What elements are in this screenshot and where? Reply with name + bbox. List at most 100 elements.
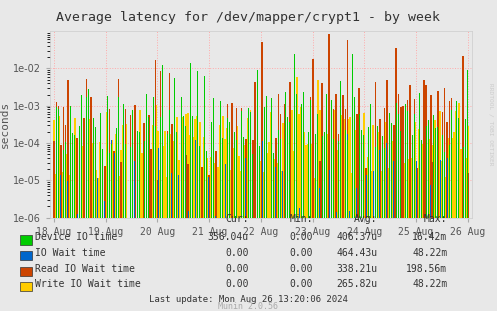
Bar [381,171,383,311]
Bar [210,157,212,311]
Bar [409,218,411,311]
Bar [229,170,231,311]
Bar [77,214,78,311]
Bar [407,153,408,311]
Bar [340,108,341,311]
Bar [164,131,166,311]
Bar [164,218,166,311]
Bar [171,124,172,311]
Bar [407,160,409,311]
Bar [344,119,346,311]
Bar [134,105,136,311]
Bar [222,116,224,311]
Bar [234,218,235,311]
Bar [213,98,214,311]
Bar [204,218,205,311]
Bar [439,111,441,311]
Bar [329,105,330,311]
Bar [410,151,411,311]
Bar [465,158,467,311]
Bar [400,108,402,311]
Bar [109,109,110,311]
Bar [282,218,284,311]
Bar [88,218,89,311]
Bar [384,122,386,311]
Bar [344,109,346,311]
Bar [165,218,166,311]
Bar [125,109,126,311]
Bar [374,218,376,311]
Bar [146,142,147,311]
Bar [292,218,293,311]
Bar [405,218,406,311]
Bar [111,140,112,311]
Bar [430,93,431,311]
Bar [284,218,286,311]
Bar [266,153,268,311]
Text: 406.37u: 406.37u [336,232,378,242]
Bar [467,126,469,311]
Bar [360,137,362,311]
Bar [380,150,381,311]
Bar [458,218,459,311]
Bar [335,94,337,311]
Bar [418,135,420,311]
Bar [218,57,219,311]
Bar [158,148,159,311]
Bar [328,174,330,311]
Bar [379,164,381,311]
Bar [449,101,450,311]
Bar [65,142,66,311]
Bar [243,145,245,311]
Bar [446,123,448,311]
Bar [296,218,298,311]
Bar [419,218,420,311]
Bar [400,218,401,311]
Bar [257,152,258,311]
Bar [291,110,293,311]
Bar [176,218,177,311]
Bar [444,177,446,311]
Bar [79,197,80,311]
Bar [252,154,253,311]
Bar [329,170,330,311]
Bar [430,95,431,311]
Bar [234,132,235,311]
Bar [123,104,124,311]
Text: 265.82u: 265.82u [336,279,378,289]
Bar [391,123,392,311]
Bar [225,151,226,311]
Bar [421,218,422,311]
Bar [85,79,87,311]
Bar [155,59,157,311]
Bar [241,108,242,311]
Bar [414,100,415,311]
Bar [87,119,89,311]
Bar [104,166,105,311]
Bar [358,114,360,311]
Bar [123,218,124,311]
Bar [322,136,323,311]
Bar [169,110,170,311]
Bar [148,218,149,311]
Bar [275,167,276,311]
Bar [421,218,422,311]
Bar [197,71,198,311]
Bar [122,125,124,311]
Bar [151,149,152,311]
Bar [395,115,397,311]
Bar [93,135,94,311]
Bar [322,218,323,311]
Bar [141,153,143,311]
Bar [299,208,300,311]
Bar [102,218,103,311]
Bar [275,138,277,311]
Bar [386,163,388,311]
Bar [410,86,411,311]
Bar [405,189,406,311]
Bar [264,107,265,311]
Bar [305,218,307,311]
Bar [56,218,57,311]
Bar [58,218,59,311]
Bar [266,96,267,311]
